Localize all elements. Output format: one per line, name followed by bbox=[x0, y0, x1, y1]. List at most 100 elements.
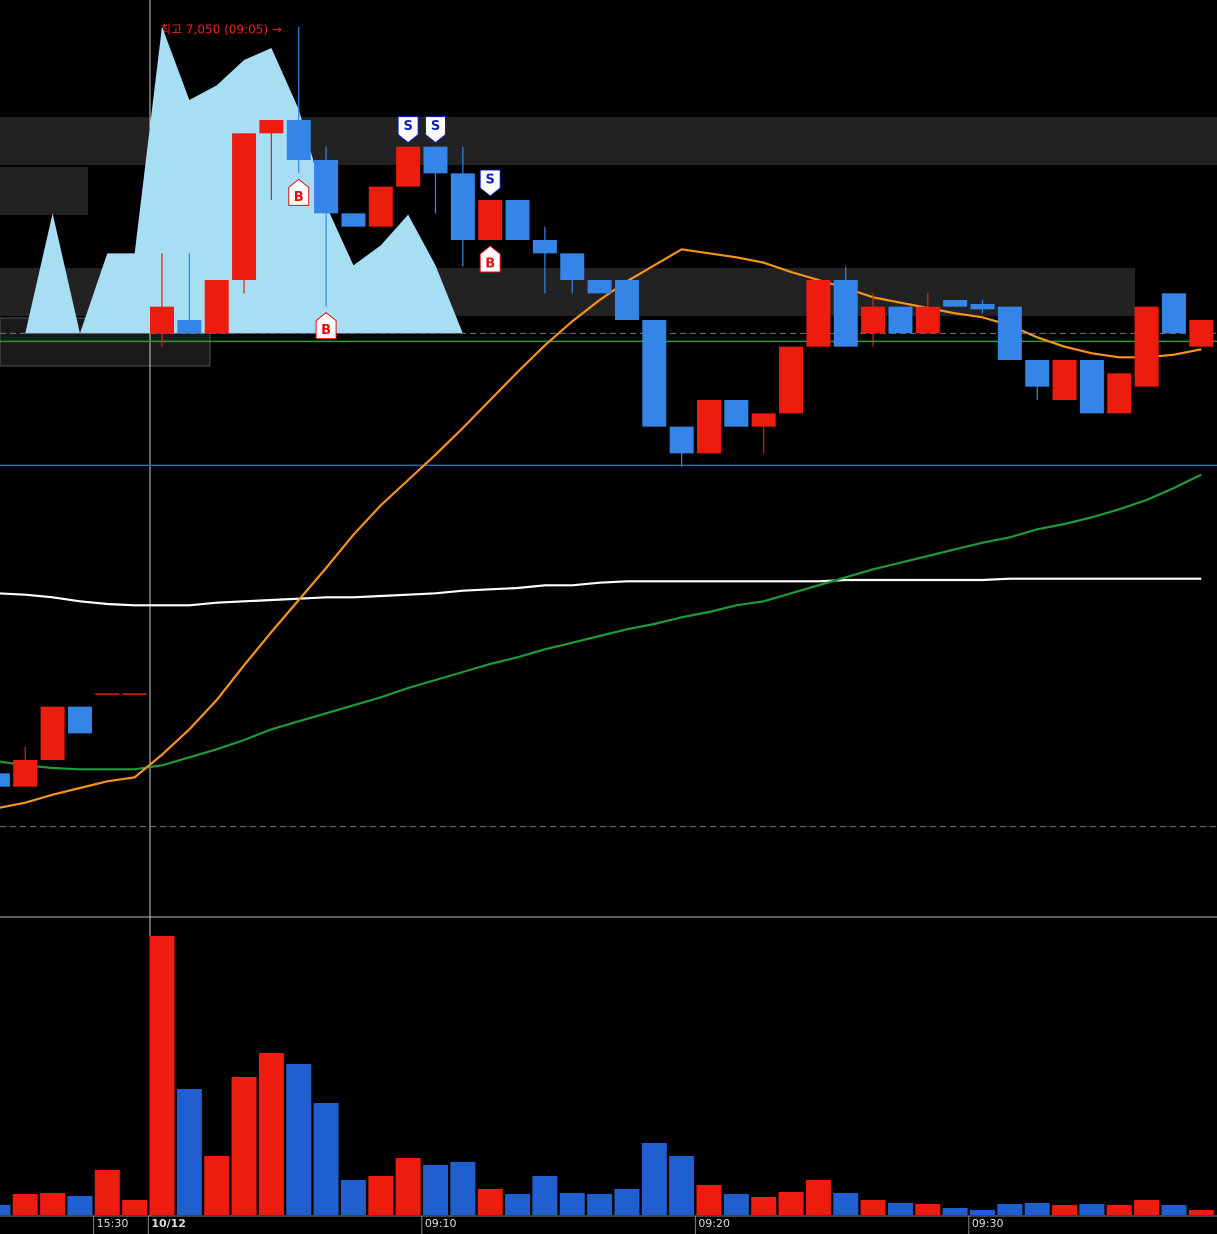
candle-body bbox=[806, 280, 831, 347]
candle-body bbox=[150, 306, 174, 334]
volume-bar bbox=[149, 936, 175, 1215]
sell-signal bbox=[425, 116, 446, 144]
volume-bar bbox=[94, 1170, 120, 1215]
candle-body bbox=[1052, 360, 1077, 400]
candle-body bbox=[997, 306, 1022, 360]
volume-bar bbox=[395, 1158, 421, 1215]
sell-signal bbox=[479, 169, 501, 197]
volume-bar bbox=[40, 1193, 66, 1215]
volume-bar bbox=[669, 1156, 695, 1215]
candle-body bbox=[587, 280, 612, 294]
candle-body bbox=[341, 213, 366, 227]
volume-bar bbox=[1052, 1205, 1078, 1215]
volume-bar bbox=[122, 1200, 148, 1215]
candle-body bbox=[669, 426, 694, 454]
candle-body bbox=[915, 306, 940, 334]
volume-bar bbox=[641, 1143, 667, 1215]
signal-label: S bbox=[486, 173, 495, 188]
volume-bar bbox=[778, 1192, 804, 1215]
x-tick-label: 15:30 bbox=[97, 1217, 129, 1230]
volume-bar bbox=[942, 1208, 968, 1215]
candle-body bbox=[1107, 373, 1132, 414]
candle-body bbox=[1161, 293, 1186, 334]
volume-bar bbox=[587, 1194, 613, 1215]
volume-bar bbox=[0, 1205, 11, 1215]
volume-bar bbox=[887, 1203, 913, 1215]
candle-body bbox=[779, 346, 804, 414]
candle-body bbox=[204, 280, 229, 334]
volume-bar bbox=[1161, 1205, 1187, 1215]
candle-body bbox=[314, 160, 339, 214]
candle-body bbox=[40, 706, 65, 760]
candle-body bbox=[1079, 360, 1104, 414]
volume-bar bbox=[477, 1189, 503, 1215]
candle-body bbox=[396, 146, 421, 187]
candle-body bbox=[423, 146, 448, 174]
candle-body bbox=[259, 120, 284, 134]
candle-body bbox=[1025, 360, 1050, 387]
volume-bar bbox=[1024, 1203, 1050, 1215]
moving-average bbox=[0, 577, 1202, 607]
volume-bar bbox=[1079, 1204, 1105, 1215]
volume-bar bbox=[833, 1193, 859, 1215]
candle-body bbox=[505, 200, 530, 240]
volume-bar bbox=[505, 1194, 531, 1215]
volume-bar bbox=[313, 1103, 339, 1215]
volume-bar bbox=[723, 1194, 749, 1215]
volume-bar bbox=[559, 1193, 585, 1215]
volume-bar bbox=[1188, 1210, 1214, 1215]
candle-body bbox=[13, 760, 38, 787]
volume-bar bbox=[614, 1189, 640, 1215]
buy-signal bbox=[288, 178, 310, 206]
candle-body bbox=[943, 300, 968, 307]
volume-bar bbox=[231, 1077, 257, 1215]
moving-average bbox=[0, 473, 1202, 771]
candle-body bbox=[122, 693, 147, 695]
candle-body bbox=[67, 706, 92, 734]
volume-bar bbox=[450, 1162, 476, 1215]
candle-body bbox=[970, 304, 995, 310]
candle-body bbox=[1134, 306, 1159, 387]
sell-signal bbox=[397, 116, 419, 144]
candle-body bbox=[751, 413, 776, 427]
volume-bar bbox=[423, 1165, 448, 1215]
candle-body bbox=[697, 400, 721, 454]
volume-bar bbox=[176, 1089, 202, 1215]
candle-body bbox=[861, 306, 886, 334]
volume-bar bbox=[532, 1176, 558, 1215]
candle-body bbox=[1189, 320, 1214, 347]
volume-bar bbox=[1134, 1200, 1160, 1215]
volume-bar bbox=[696, 1185, 722, 1215]
volume-bar bbox=[860, 1200, 886, 1215]
volume-bar bbox=[1106, 1205, 1132, 1215]
candle-body bbox=[833, 280, 858, 347]
volume-bar bbox=[204, 1156, 230, 1215]
zone-box bbox=[0, 167, 88, 215]
buy-signal bbox=[479, 245, 501, 273]
volume-bar bbox=[258, 1053, 284, 1215]
volume-bar bbox=[286, 1064, 312, 1215]
candle-body bbox=[888, 306, 913, 334]
candle-body bbox=[0, 773, 10, 787]
x-tick-label: 09:10 bbox=[425, 1217, 457, 1230]
candle-body bbox=[368, 186, 393, 227]
volume-bar bbox=[12, 1194, 38, 1215]
volume-bar bbox=[997, 1204, 1023, 1215]
candle-body bbox=[177, 320, 202, 334]
candle-body bbox=[95, 693, 120, 695]
x-tick-label: 09:30 bbox=[972, 1217, 1004, 1230]
x-tick-label: 09:20 bbox=[698, 1217, 730, 1230]
candle-body bbox=[232, 133, 257, 280]
candle-body bbox=[642, 320, 667, 427]
candle-body bbox=[478, 200, 503, 240]
volume-bar bbox=[340, 1180, 366, 1215]
candle-body bbox=[614, 280, 639, 320]
volume-bar bbox=[970, 1210, 995, 1215]
candle-body bbox=[560, 253, 585, 280]
volume-bar bbox=[915, 1204, 941, 1215]
buy-signal bbox=[315, 312, 337, 340]
signal-label: S bbox=[403, 119, 412, 134]
candle-body bbox=[724, 400, 749, 427]
